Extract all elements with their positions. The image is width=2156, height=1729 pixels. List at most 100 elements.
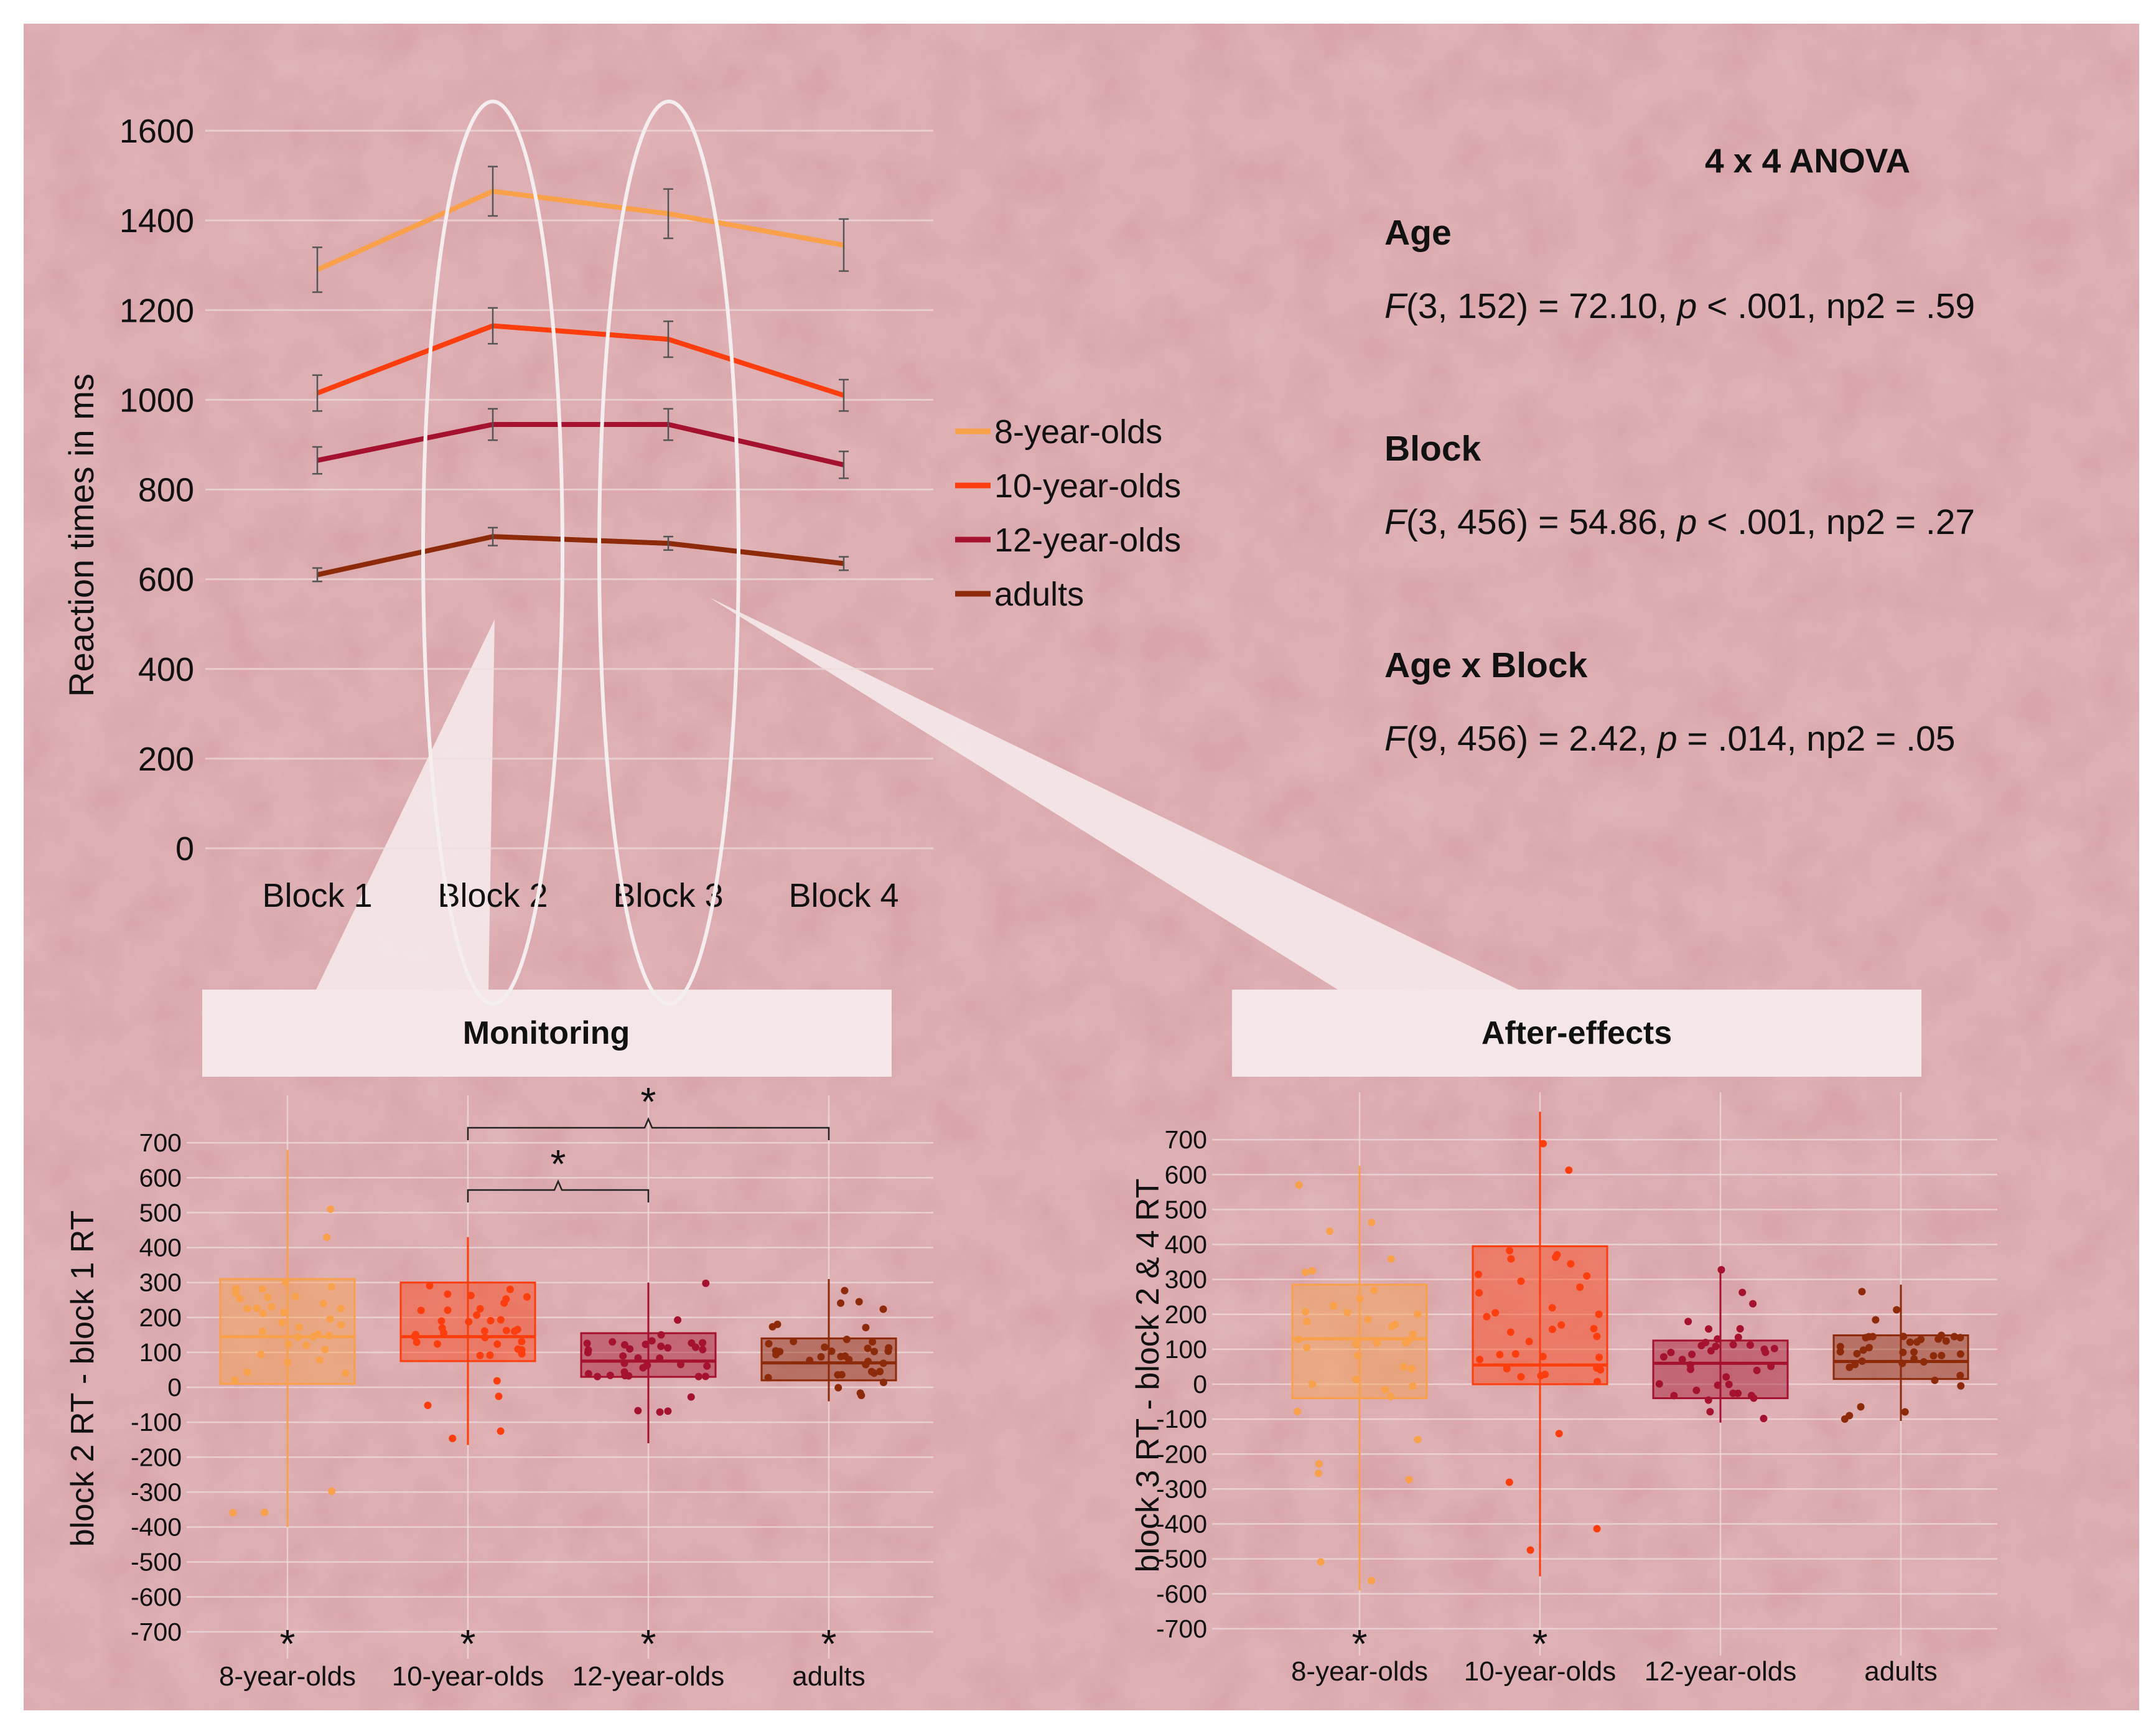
- y-tick-label: 400: [1165, 1230, 1207, 1259]
- line-chart-y-axis-label: Reaction times in ms: [62, 373, 101, 697]
- jitter-point: [702, 1279, 710, 1287]
- x-tick-label: Block 3: [613, 877, 723, 914]
- jitter-point: [657, 1331, 665, 1339]
- jitter-point: [1329, 1302, 1337, 1310]
- jitter-point: [1684, 1318, 1692, 1326]
- jitter-point: [1938, 1352, 1946, 1360]
- jitter-point: [1717, 1266, 1725, 1274]
- comparison-bracket: [467, 1117, 830, 1140]
- jitter-point: [291, 1293, 299, 1301]
- jitter-point: [1686, 1366, 1694, 1374]
- jitter-point: [1760, 1415, 1768, 1423]
- ellipse-block-3: [597, 100, 740, 1006]
- anova-heading: Age x Block: [1384, 645, 1588, 685]
- jitter-point: [444, 1306, 452, 1314]
- jitter-point: [236, 1295, 244, 1303]
- jitter-point: [1725, 1380, 1733, 1389]
- jitter-point: [1594, 1377, 1602, 1385]
- jitter-point: [1301, 1268, 1309, 1277]
- box-10-year-olds: *10-year-olds: [392, 1237, 544, 1692]
- jitter-point: [1930, 1352, 1938, 1360]
- jitter-point: [337, 1305, 345, 1313]
- line-chart-series: [312, 166, 849, 583]
- jitter-point: [438, 1324, 446, 1332]
- jitter-point: [1956, 1334, 1964, 1342]
- jitter-point: [876, 1367, 884, 1375]
- x-tick-label: 8-year-olds: [1291, 1656, 1428, 1687]
- jitter-point: [1595, 1353, 1603, 1361]
- jitter-point: [294, 1333, 302, 1341]
- jitter-point: [1901, 1408, 1909, 1416]
- y-tick-label: -400: [1156, 1510, 1207, 1539]
- y-tick-label: -100: [1156, 1405, 1207, 1433]
- jitter-point: [510, 1327, 518, 1335]
- y-tick-label: 400: [138, 651, 194, 688]
- series-line: [317, 422, 844, 467]
- jitter-point: [862, 1324, 870, 1332]
- jitter-point: [328, 1487, 336, 1495]
- jitter-point: [325, 1331, 334, 1339]
- anova-df-and-f: (3, 152) = 72.10,: [1406, 286, 1678, 326]
- anova-df-and-f: (3, 456) = 54.86,: [1406, 502, 1678, 542]
- jitter-point: [315, 1356, 324, 1364]
- y-tick-label: -200: [131, 1443, 182, 1471]
- jitter-point: [879, 1305, 887, 1313]
- jitter-point: [1692, 1386, 1701, 1394]
- comparison-bracket: [467, 1179, 650, 1202]
- jitter-point: [584, 1370, 592, 1378]
- jitter-point: [1859, 1346, 1867, 1354]
- jitter-point: [1846, 1363, 1854, 1371]
- jitter-point: [1931, 1376, 1939, 1384]
- jitter-point: [773, 1320, 782, 1328]
- box-12-year-olds: *12-year-olds: [572, 1279, 724, 1692]
- jitter-point: [879, 1359, 887, 1367]
- box-adults: *adults: [760, 1279, 897, 1692]
- jitter-point: [1294, 1407, 1302, 1415]
- series-line: [316, 189, 844, 273]
- jitter-point: [1511, 1350, 1519, 1358]
- jitter-point: [1407, 1365, 1416, 1373]
- jitter-point: [1315, 1460, 1323, 1468]
- box-iqr: [580, 1332, 717, 1378]
- jitter-point: [1593, 1364, 1601, 1372]
- box-10-year-olds: *10-year-olds: [1464, 1112, 1616, 1687]
- jitter-point: [1506, 1328, 1514, 1336]
- y-tick-label: 1600: [119, 113, 194, 150]
- jitter-point: [1475, 1289, 1483, 1297]
- jitter-point: [1314, 1469, 1322, 1478]
- jitter-point: [1474, 1270, 1482, 1278]
- anova-title: 4 x 4 ANOVA: [1705, 141, 1910, 180]
- legend-label: adults: [994, 576, 1084, 613]
- jitter-point: [1899, 1348, 1907, 1356]
- y-tick-label: 100: [139, 1338, 182, 1367]
- jitter-point: [1862, 1334, 1870, 1342]
- highlight-ellipses: [421, 100, 740, 1006]
- jitter-point: [1525, 1338, 1533, 1346]
- jitter-point: [1548, 1325, 1556, 1333]
- jitter-point: [837, 1299, 845, 1307]
- jitter-point: [1381, 1386, 1389, 1394]
- jitter-point: [424, 1402, 432, 1410]
- jitter-point: [869, 1338, 877, 1346]
- jitter-point: [1303, 1344, 1311, 1352]
- x-tick-label: 12-year-olds: [1645, 1656, 1797, 1687]
- jitter-point: [806, 1356, 814, 1364]
- jitter-point: [467, 1291, 475, 1300]
- box-iqr: [219, 1278, 356, 1385]
- jitter-point: [1491, 1309, 1500, 1317]
- box-12-year-olds: 12-year-olds: [1645, 1266, 1797, 1687]
- jitter-point: [302, 1341, 310, 1349]
- jitter-point: [1659, 1353, 1668, 1361]
- jitter-point: [486, 1351, 494, 1359]
- jitter-point: [1734, 1333, 1742, 1341]
- bracket-star: *: [551, 1141, 566, 1186]
- jitter-point: [1364, 1316, 1372, 1324]
- jitter-point: [764, 1374, 772, 1382]
- jitter-point: [626, 1345, 634, 1353]
- after-effects-boxplot: After-effects -700 -600 -500 -400 -300 -200 -10…: [1130, 1015, 1997, 1687]
- jitter-point: [1548, 1304, 1556, 1312]
- y-tick-label: -300: [1156, 1474, 1207, 1503]
- bracket-star: *: [641, 1079, 656, 1124]
- anova-heading: Age: [1384, 213, 1452, 253]
- jitter-point: [258, 1327, 266, 1335]
